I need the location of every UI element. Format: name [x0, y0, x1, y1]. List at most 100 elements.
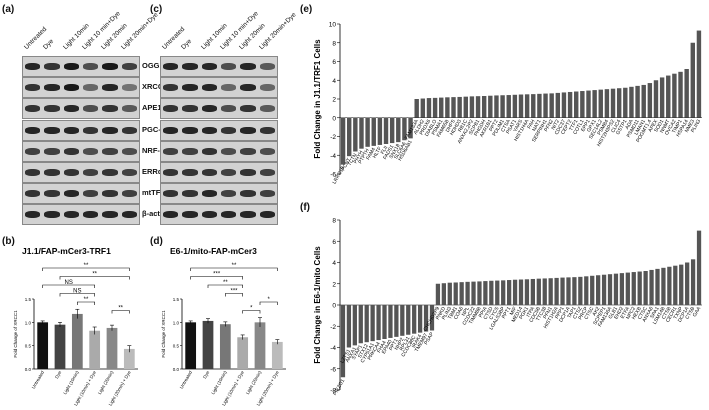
significance-bracket [42, 267, 130, 271]
bar [359, 117, 364, 149]
gene-label: HLTF [372, 146, 383, 160]
bar [548, 278, 553, 305]
bar [365, 117, 370, 147]
y-tick-label: 4 [332, 78, 336, 85]
blot-band [44, 169, 60, 176]
blot-band [121, 63, 137, 70]
blot-band [121, 147, 137, 155]
panel-f-label: (f) [300, 202, 310, 213]
bar [586, 90, 591, 118]
blot-band [121, 84, 137, 92]
significance-bracket [225, 293, 243, 297]
bar [524, 279, 530, 305]
y-tick-label: 10 [329, 22, 337, 29]
blot-band [25, 63, 41, 70]
gene-label: PPT1 [388, 338, 400, 352]
blot-band [163, 147, 179, 155]
bar [406, 305, 411, 335]
gene-label: FLII [380, 145, 390, 155]
bar [647, 83, 653, 118]
bar [123, 348, 135, 369]
bar [377, 117, 383, 145]
blot-band [121, 126, 137, 134]
gene-label: NPL [461, 306, 471, 318]
blot-row [22, 56, 140, 77]
y-tick-label: 0.0 [173, 367, 180, 372]
gene-label: PPP1 [554, 306, 566, 320]
blot-band [63, 190, 79, 198]
significance-label: ** [92, 272, 97, 278]
bar [512, 94, 518, 118]
bar [469, 96, 475, 118]
blot-band [163, 63, 179, 70]
blot-band [102, 190, 118, 198]
panel-d-label: (d) [150, 236, 163, 247]
blot-band [201, 169, 217, 176]
y-tick-label: -4 [330, 345, 336, 352]
blot-band [121, 169, 137, 176]
bar [394, 305, 399, 337]
bar [400, 305, 405, 336]
bar [696, 230, 702, 305]
y-axis-label: Fold Change of XRCC1 [13, 310, 18, 358]
blot-band [221, 169, 237, 176]
gene-label: AK2 [591, 306, 601, 317]
bar [465, 281, 470, 305]
significance-label: * [267, 297, 270, 303]
bar [346, 305, 352, 348]
blot-band [182, 63, 198, 70]
bar [679, 264, 684, 305]
gene-label: GAA [692, 305, 703, 318]
bar [352, 305, 357, 346]
bar [453, 282, 458, 305]
bar [673, 265, 678, 305]
blot-band [221, 105, 237, 113]
bar [376, 305, 381, 341]
bar [370, 305, 375, 342]
significance-label: * [250, 306, 253, 312]
y-tick-label: 0.5 [25, 344, 32, 349]
blot-band [44, 105, 60, 113]
y-axis-label: Fold Change in E6-1/mito Cells [313, 246, 322, 364]
blot-band [259, 169, 275, 176]
chart-title: E6-1/mito-FAP-mCer3 [170, 246, 257, 256]
significance-label: ** [118, 306, 123, 312]
gene-label: NIT2 [550, 119, 561, 132]
blot-band [240, 105, 256, 113]
bar [584, 276, 589, 305]
blot-band [182, 190, 198, 198]
blot-band [83, 190, 99, 198]
gene-label: EPP1 [580, 119, 592, 133]
blot-band [182, 211, 198, 219]
bar [667, 266, 672, 305]
bar [518, 94, 524, 118]
bar [619, 273, 625, 305]
blot-band [201, 84, 217, 92]
y-tick-label: 2 [332, 97, 336, 104]
blot-band [240, 147, 256, 155]
blot-band [102, 126, 118, 134]
bar [463, 96, 468, 118]
bar [684, 69, 689, 118]
x-tick-label: Untreated [179, 370, 193, 390]
x-tick-label: Light (10min) [62, 370, 80, 396]
bar [542, 278, 547, 305]
blot-band [25, 211, 41, 219]
panel-a-label: (a) [2, 4, 15, 15]
y-tick-label: 2 [332, 281, 336, 288]
gene-label: TBM1 [447, 306, 459, 321]
y-tick-label: 0 [332, 115, 336, 122]
blot-band [182, 105, 198, 113]
bar [388, 305, 393, 338]
bar [604, 89, 610, 118]
bar [412, 305, 417, 334]
bar [655, 268, 660, 305]
blot-row [22, 162, 140, 183]
bar [690, 259, 696, 305]
significance-label: NS [64, 280, 72, 286]
bar [383, 117, 389, 144]
gene-label: GLB1 [608, 306, 620, 320]
bar [561, 92, 567, 118]
blot-band [121, 190, 137, 198]
gene-label: PFN1 [542, 306, 554, 320]
